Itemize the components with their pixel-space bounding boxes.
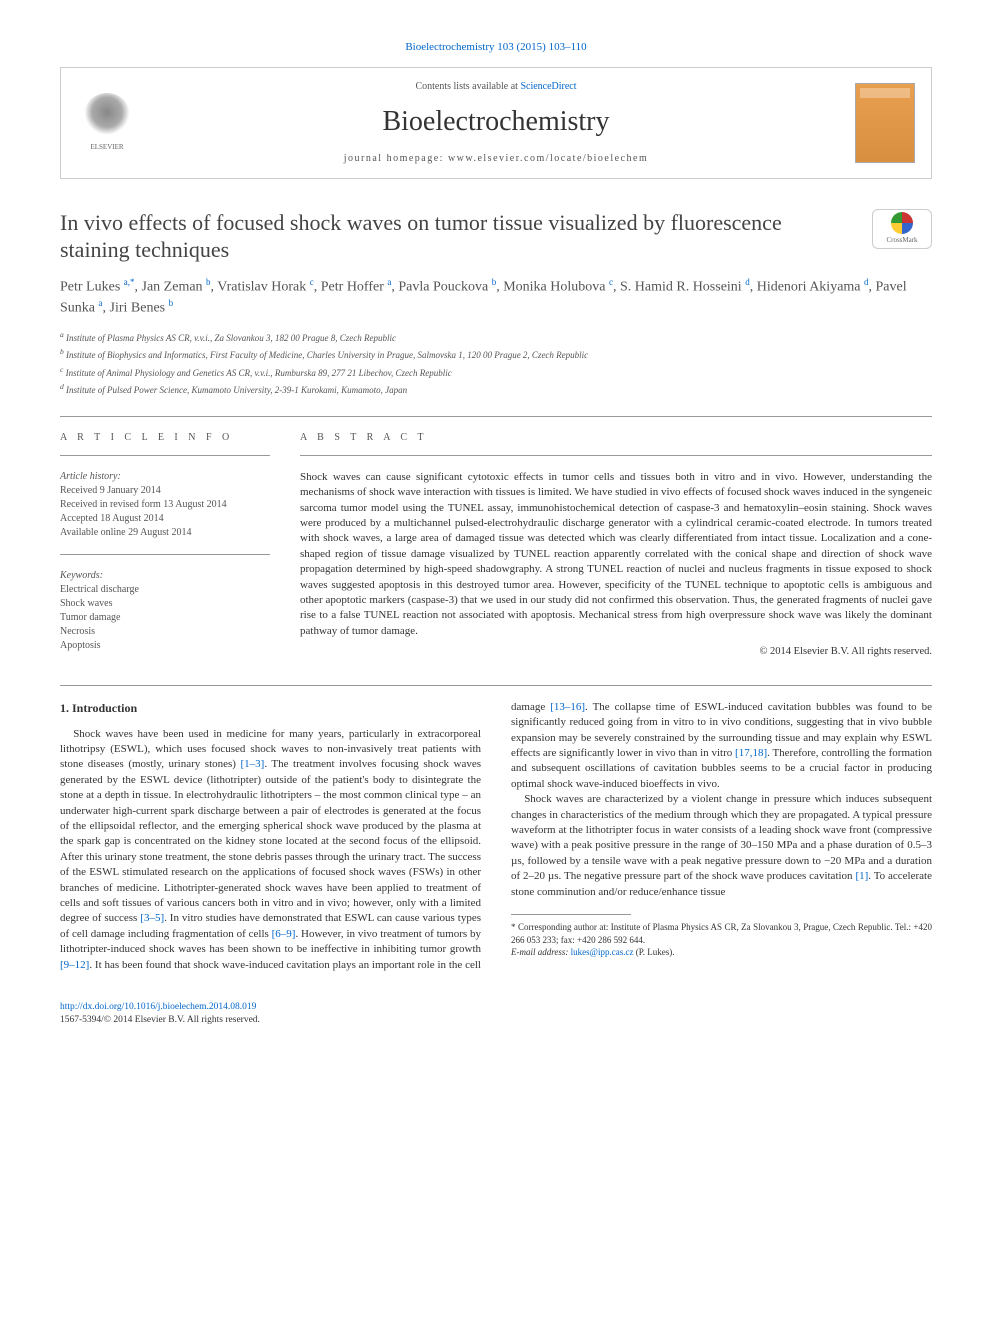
ref-link[interactable]: [1–3] <box>241 758 265 770</box>
issn-copyright: 1567-5394/© 2014 Elsevier B.V. All right… <box>60 1014 932 1027</box>
contents-line: Contents lists available at ScienceDirec… <box>137 80 855 94</box>
rule-info-2 <box>60 554 270 555</box>
rule-abstract <box>300 455 932 456</box>
rule-top <box>60 416 932 417</box>
intro-heading: 1. Introduction <box>60 700 481 717</box>
page-footer: http://dx.doi.org/10.1016/j.bioelechem.2… <box>60 1001 932 1028</box>
ref-link[interactable]: [17,18] <box>735 747 767 759</box>
affiliation: a Institute of Plasma Physics AS CR, v.v… <box>60 329 932 346</box>
authors-list: Petr Lukes a,*, Jan Zeman b , Vratislav H… <box>60 276 932 319</box>
homepage-url: www.elsevier.com/locate/bioelechem <box>448 153 648 164</box>
journal-cover-thumb <box>855 83 915 163</box>
corr-marker: * <box>511 922 518 932</box>
intro-para-2: Shock waves are characterized by a viole… <box>511 792 932 900</box>
abstract-text: Shock waves can cause significant cytoto… <box>300 470 932 639</box>
sciencedirect-link[interactable]: ScienceDirect <box>520 81 576 92</box>
author: , Jan Zeman <box>135 279 207 294</box>
history-label: Article history: <box>60 470 270 484</box>
publisher-name: ELSEVIER <box>90 143 123 153</box>
p1-post: . The treatment involves focusing shock … <box>60 758 481 924</box>
author: , Vratislav Horak <box>211 279 310 294</box>
author: , Jiri Benes <box>103 301 169 316</box>
corresponding-footnote: * Corresponding author at: Institute of … <box>511 921 932 959</box>
keyword: Apoptosis <box>60 639 270 653</box>
keywords-block: Keywords: Electrical dischargeShock wave… <box>60 569 270 653</box>
author: , Pavla Pouckova <box>391 279 491 294</box>
author: , Petr Hoffer <box>314 279 388 294</box>
rule-bottom <box>60 685 932 686</box>
footnote-separator <box>511 914 631 915</box>
history-line: Accepted 18 August 2014 <box>60 512 270 526</box>
p1c-pre: success <box>104 912 140 924</box>
ref-link[interactable]: [1] <box>855 870 868 882</box>
author: , S. Hamid R. Hosseini <box>613 279 745 294</box>
rule-info-1 <box>60 455 270 456</box>
history-line: Received in revised form 13 August 2014 <box>60 498 270 512</box>
elsevier-tree-icon <box>83 93 131 141</box>
affiliation: d Institute of Pulsed Power Science, Kum… <box>60 381 932 398</box>
article-title: In vivo effects of focused shock waves o… <box>60 209 852 264</box>
title-row: In vivo effects of focused shock waves o… <box>60 209 932 264</box>
keyword: Shock waves <box>60 597 270 611</box>
top-citation: Bioelectrochemistry 103 (2015) 103–110 <box>60 40 932 55</box>
keywords-label: Keywords: <box>60 569 270 583</box>
article-info-label: A R T I C L E I N F O <box>60 431 270 445</box>
author: , Monika Holubova <box>496 279 609 294</box>
email-suffix: (P. Lukes). <box>633 947 674 957</box>
author: , Hidenori Akiyama <box>750 279 864 294</box>
corr-text: Corresponding author at: Institute of Pl… <box>511 922 932 945</box>
abstract-copyright: © 2014 Elsevier B.V. All rights reserved… <box>300 645 932 660</box>
crossmark-icon <box>891 212 913 234</box>
elsevier-logo: ELSEVIER <box>77 88 137 158</box>
affiliation: c Institute of Animal Physiology and Gen… <box>60 364 932 381</box>
corr-email-link[interactable]: lukes@ipp.cas.cz <box>571 947 634 957</box>
author-affil-sup: b <box>169 298 174 308</box>
history-line: Available online 29 August 2014 <box>60 526 270 540</box>
ref-link[interactable]: [9–12] <box>60 959 89 971</box>
keyword: Electrical discharge <box>60 583 270 597</box>
keyword: Necrosis <box>60 625 270 639</box>
doi-link[interactable]: http://dx.doi.org/10.1016/j.bioelechem.2… <box>60 1002 256 1012</box>
crossmark-label: CrossMark <box>886 236 917 246</box>
p2-pre: Shock waves are characterized by a viole… <box>511 793 932 882</box>
ref-link[interactable]: [13–16] <box>550 701 585 713</box>
email-label: E-mail address: <box>511 947 571 957</box>
journal-header: ELSEVIER Contents lists available at Sci… <box>60 67 932 178</box>
affil-text: Institute of Pulsed Power Science, Kumam… <box>64 385 407 395</box>
top-citation-link[interactable]: Bioelectrochemistry 103 (2015) 103–110 <box>405 41 586 53</box>
keyword: Tumor damage <box>60 611 270 625</box>
body-text: 1. Introduction Shock waves have been us… <box>60 700 932 973</box>
homepage-prefix: journal homepage: <box>344 153 448 164</box>
affiliation: b Institute of Biophysics and Informatic… <box>60 346 932 363</box>
author: Petr Lukes <box>60 279 124 294</box>
history-line: Received 9 January 2014 <box>60 484 270 498</box>
journal-name: Bioelectrochemistry <box>137 102 855 141</box>
abstract-column: A B S T R A C T Shock waves can cause si… <box>300 431 932 667</box>
affil-text: Institute of Animal Physiology and Genet… <box>63 368 451 378</box>
affil-text: Institute of Biophysics and Informatics,… <box>64 350 588 360</box>
homepage-line: journal homepage: www.elsevier.com/locat… <box>137 152 855 166</box>
contents-prefix: Contents lists available at <box>415 81 520 92</box>
article-history: Article history: Received 9 January 2014… <box>60 470 270 540</box>
ref-link[interactable]: [3–5] <box>140 912 164 924</box>
info-abstract-row: A R T I C L E I N F O Article history: R… <box>60 431 932 667</box>
abstract-label: A B S T R A C T <box>300 431 932 445</box>
affiliations-list: a Institute of Plasma Physics AS CR, v.v… <box>60 329 932 398</box>
author-affil-sup: a,* <box>124 277 135 287</box>
affil-text: Institute of Plasma Physics AS CR, v.v.i… <box>64 333 396 343</box>
crossmark-badge[interactable]: CrossMark <box>872 209 932 249</box>
ref-link[interactable]: [6–9] <box>272 928 296 940</box>
header-center: Contents lists available at ScienceDirec… <box>137 80 855 165</box>
article-info-column: A R T I C L E I N F O Article history: R… <box>60 431 270 667</box>
